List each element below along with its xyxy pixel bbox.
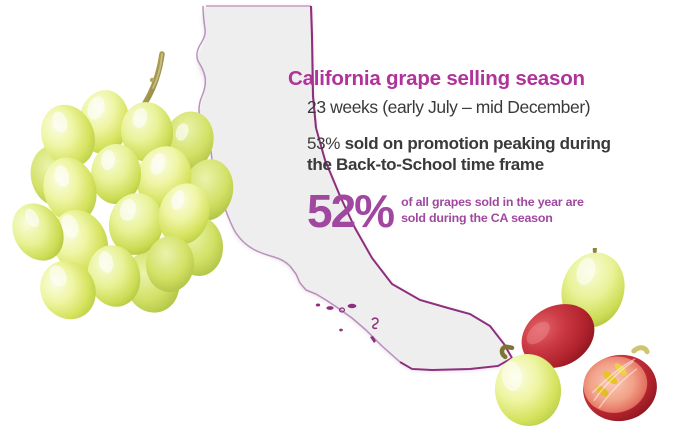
- season-duration-text: 23 weeks (early July – mid December): [307, 96, 591, 117]
- promotion-percent: 53%: [307, 133, 341, 153]
- promotion-text: sold on promotion peaking during: [344, 133, 611, 153]
- stat-description: of all grapes sold in the year are sold …: [401, 195, 584, 227]
- mixed-grape-group-illustration: [494, 248, 657, 426]
- text-content-block: California grape selling season 23 weeks…: [288, 67, 658, 238]
- promotion-text-line2: the Back-to-School time frame: [307, 155, 544, 175]
- season-duration-line: 23 weeks (early July – mid December): [288, 97, 658, 117]
- season-share-stat: 52% of all grapes sold in the year are s…: [288, 185, 658, 238]
- page-title: California grape selling season: [288, 67, 585, 90]
- stat-description-line2: sold during the CA season: [401, 211, 553, 226]
- promotion-line: 53% sold on promotion peaking during the…: [288, 133, 658, 177]
- stat-description-line1: of all grapes sold in the year are: [401, 195, 584, 210]
- green-grape-cluster-illustration: [12, 51, 234, 320]
- stat-value: 52%: [307, 185, 395, 238]
